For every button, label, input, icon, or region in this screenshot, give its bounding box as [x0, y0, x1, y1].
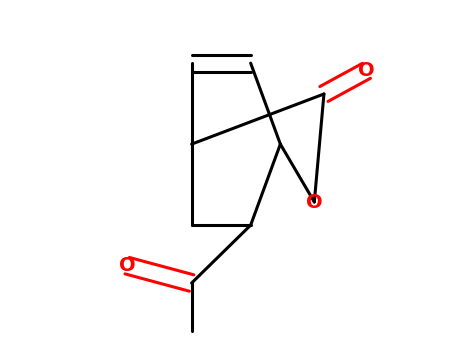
Text: O: O	[306, 193, 323, 211]
Text: O: O	[119, 256, 136, 275]
Text: O: O	[358, 61, 375, 80]
